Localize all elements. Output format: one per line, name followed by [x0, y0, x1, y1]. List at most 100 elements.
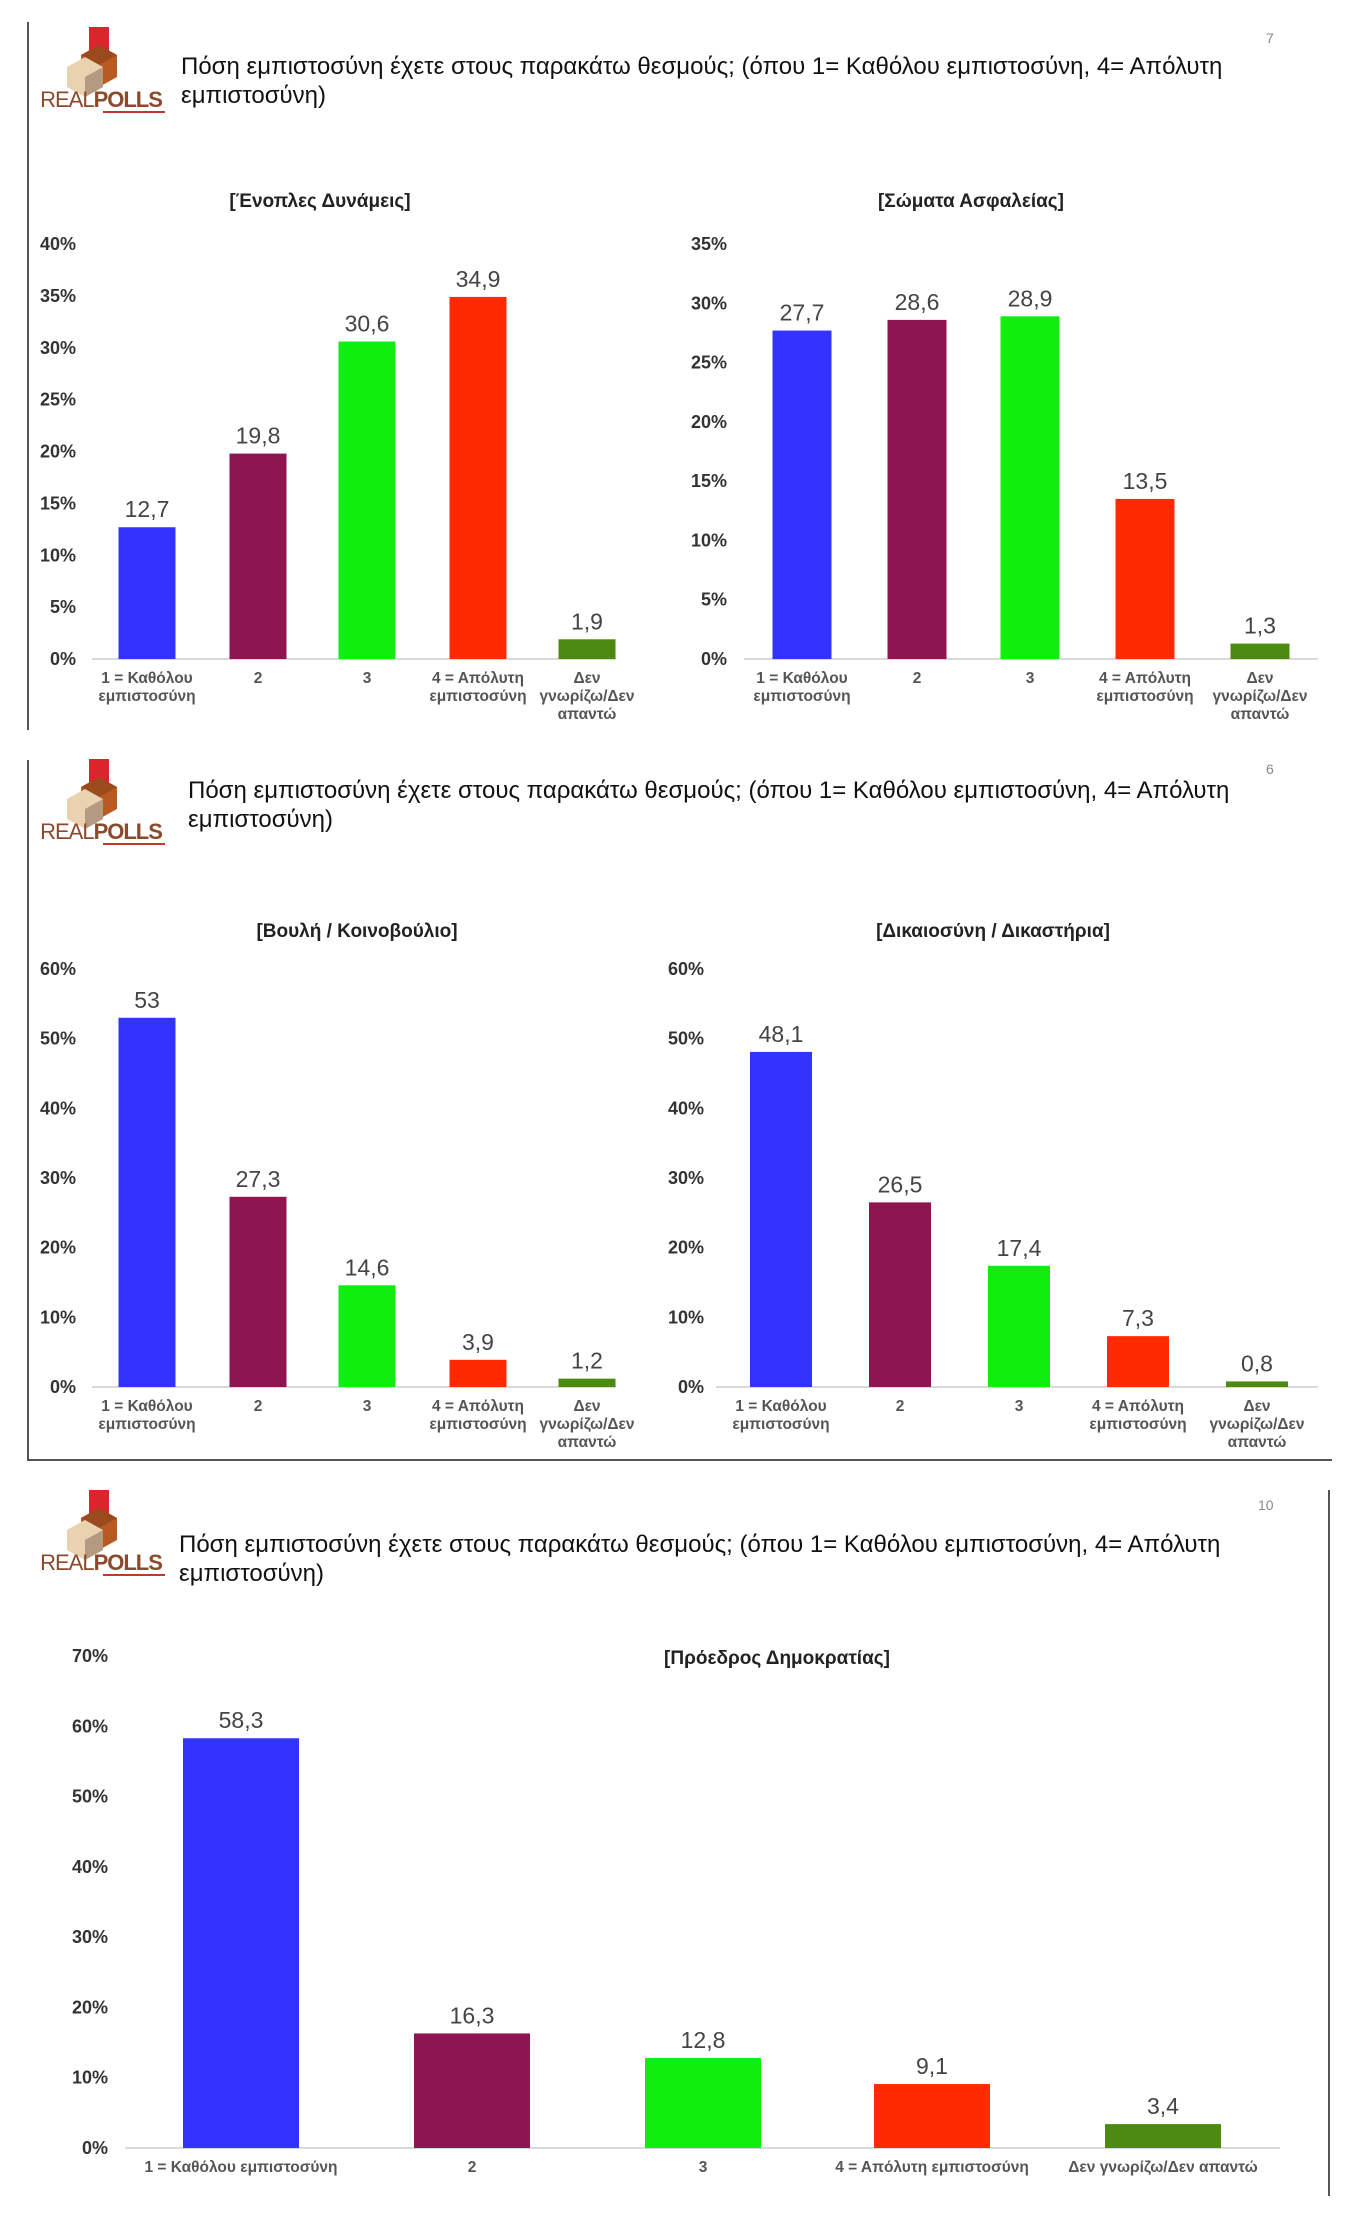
y-tick-label: 5%: [50, 597, 76, 617]
data-label: 19,8: [236, 423, 281, 449]
panel-border: [27, 760, 29, 1460]
data-label: 26,5: [878, 1171, 923, 1197]
category-label: απαντώ: [558, 1434, 617, 1451]
category-label: εμπιστοσύνη: [98, 688, 195, 705]
chart-title: [Δικαιοσύνη / Δικαστήρια]: [876, 921, 1110, 942]
y-tick-label: 30%: [40, 1168, 76, 1188]
category-label: Δεν: [1246, 670, 1273, 687]
data-label: 16,3: [450, 2002, 495, 2028]
y-tick-label: 20%: [72, 1997, 108, 2017]
bar: [1115, 498, 1175, 659]
chart-title: [Ένοπλες Δυνάμεις]: [229, 191, 410, 212]
svg-text:REALPOLLS: REALPOLLS: [40, 87, 162, 112]
y-tick-label: 10%: [668, 1307, 704, 1327]
bar: [772, 330, 832, 659]
y-tick-label: 50%: [40, 1029, 76, 1049]
y-tick-label: 10%: [691, 530, 727, 550]
realpolls-logo: REALPOLLS: [31, 25, 171, 115]
category-label: 1 = Καθόλου εμπιστοσύνη: [144, 2159, 337, 2176]
category-label: Δεν: [573, 1398, 600, 1415]
data-label: 7,3: [1122, 1305, 1154, 1331]
bar: [1226, 1381, 1288, 1387]
data-label: 34,9: [456, 266, 501, 292]
y-tick-label: 50%: [668, 1029, 704, 1049]
bar: [558, 1378, 616, 1387]
category-label: 2: [254, 1398, 263, 1415]
y-tick-label: 30%: [668, 1168, 704, 1188]
category-label: 1 = Καθόλου: [756, 670, 847, 687]
y-tick-label: 60%: [72, 1716, 108, 1736]
category-label: εμπιστοσύνη: [753, 688, 850, 705]
chart-title: [Πρόεδρος Δημοκρατίας]: [664, 1648, 890, 1669]
y-tick-label: 20%: [40, 442, 76, 462]
data-label: 27,3: [236, 1166, 281, 1192]
bar: [645, 2058, 761, 2148]
y-tick-label: 70%: [72, 1646, 108, 1666]
y-tick-label: 10%: [40, 1307, 76, 1327]
bar: [229, 1196, 287, 1387]
data-label: 3,9: [462, 1329, 494, 1355]
data-label: 53: [134, 987, 160, 1013]
y-tick-label: 30%: [72, 1927, 108, 1947]
y-tick-label: 10%: [40, 545, 76, 565]
category-label: 4 = Απόλυτη: [432, 670, 524, 687]
category-label: εμπιστοσύνη: [1096, 688, 1193, 705]
data-label: 12,7: [125, 496, 170, 522]
y-tick-label: 60%: [668, 959, 704, 979]
category-label: Δεν: [573, 670, 600, 687]
data-label: 1,2: [571, 1348, 603, 1374]
bar: [1107, 1336, 1169, 1387]
category-label: γνωρίζω/Δεν: [1209, 1416, 1304, 1433]
category-label: απαντώ: [1228, 1434, 1287, 1451]
bar: [118, 1017, 176, 1387]
realpolls-logo: REALPOLLS: [31, 757, 171, 847]
bar: [449, 1359, 507, 1387]
bar: [558, 639, 616, 659]
page-number: 6: [1266, 761, 1274, 777]
category-label: Δεν γνωρίζω/Δεν απαντώ: [1068, 2159, 1257, 2176]
y-tick-label: 25%: [40, 390, 76, 410]
category-label: απαντώ: [1231, 706, 1290, 723]
y-tick-label: 20%: [668, 1238, 704, 1258]
y-tick-label: 20%: [691, 412, 727, 432]
category-label: γνωρίζω/Δεν: [539, 688, 634, 705]
category-label: 1 = Καθόλου: [735, 1398, 826, 1415]
category-label: 1 = Καθόλου: [101, 670, 192, 687]
y-tick-label: 35%: [691, 234, 727, 254]
category-label: 4 = Απόλυτη: [1092, 1398, 1184, 1415]
bar: [988, 1265, 1050, 1387]
data-label: 30,6: [345, 311, 390, 337]
category-label: εμπιστοσύνη: [1089, 1416, 1186, 1433]
y-tick-label: 60%: [40, 959, 76, 979]
panel-border: [1328, 1490, 1330, 2196]
category-label: απαντώ: [558, 706, 617, 723]
panel-border: [27, 22, 29, 730]
category-label: 4 = Απόλυτη: [1099, 670, 1191, 687]
category-label: 3: [1026, 670, 1035, 687]
y-tick-label: 0%: [82, 2138, 108, 2158]
chart-title: [Βουλή / Κοινοβούλιο]: [256, 921, 457, 942]
question-title: Πόση εμπιστοσύνη έχετε στους παρακάτω θε…: [188, 777, 1230, 833]
page-number: 10: [1258, 1497, 1274, 1513]
data-label: 58,3: [219, 1707, 264, 1733]
y-tick-label: 20%: [40, 1238, 76, 1258]
data-label: 28,6: [895, 289, 940, 315]
y-tick-label: 10%: [72, 2068, 108, 2088]
data-label: 3,4: [1147, 2093, 1179, 2119]
category-label: Δεν: [1243, 1398, 1270, 1415]
bar: [229, 453, 287, 659]
y-tick-label: 25%: [691, 353, 727, 373]
category-label: 2: [913, 670, 922, 687]
svg-text:REALPOLLS: REALPOLLS: [40, 1550, 162, 1575]
data-label: 14,6: [345, 1254, 390, 1280]
svg-text:REALPOLLS: REALPOLLS: [40, 819, 162, 844]
data-label: 28,9: [1008, 285, 1053, 311]
bar: [449, 296, 507, 659]
y-tick-label: 35%: [40, 286, 76, 306]
page-number: 7: [1266, 30, 1274, 46]
category-label: γνωρίζω/Δεν: [539, 1416, 634, 1433]
bar: [183, 1738, 299, 2148]
data-label: 13,5: [1123, 468, 1168, 494]
category-label: 3: [363, 1398, 372, 1415]
